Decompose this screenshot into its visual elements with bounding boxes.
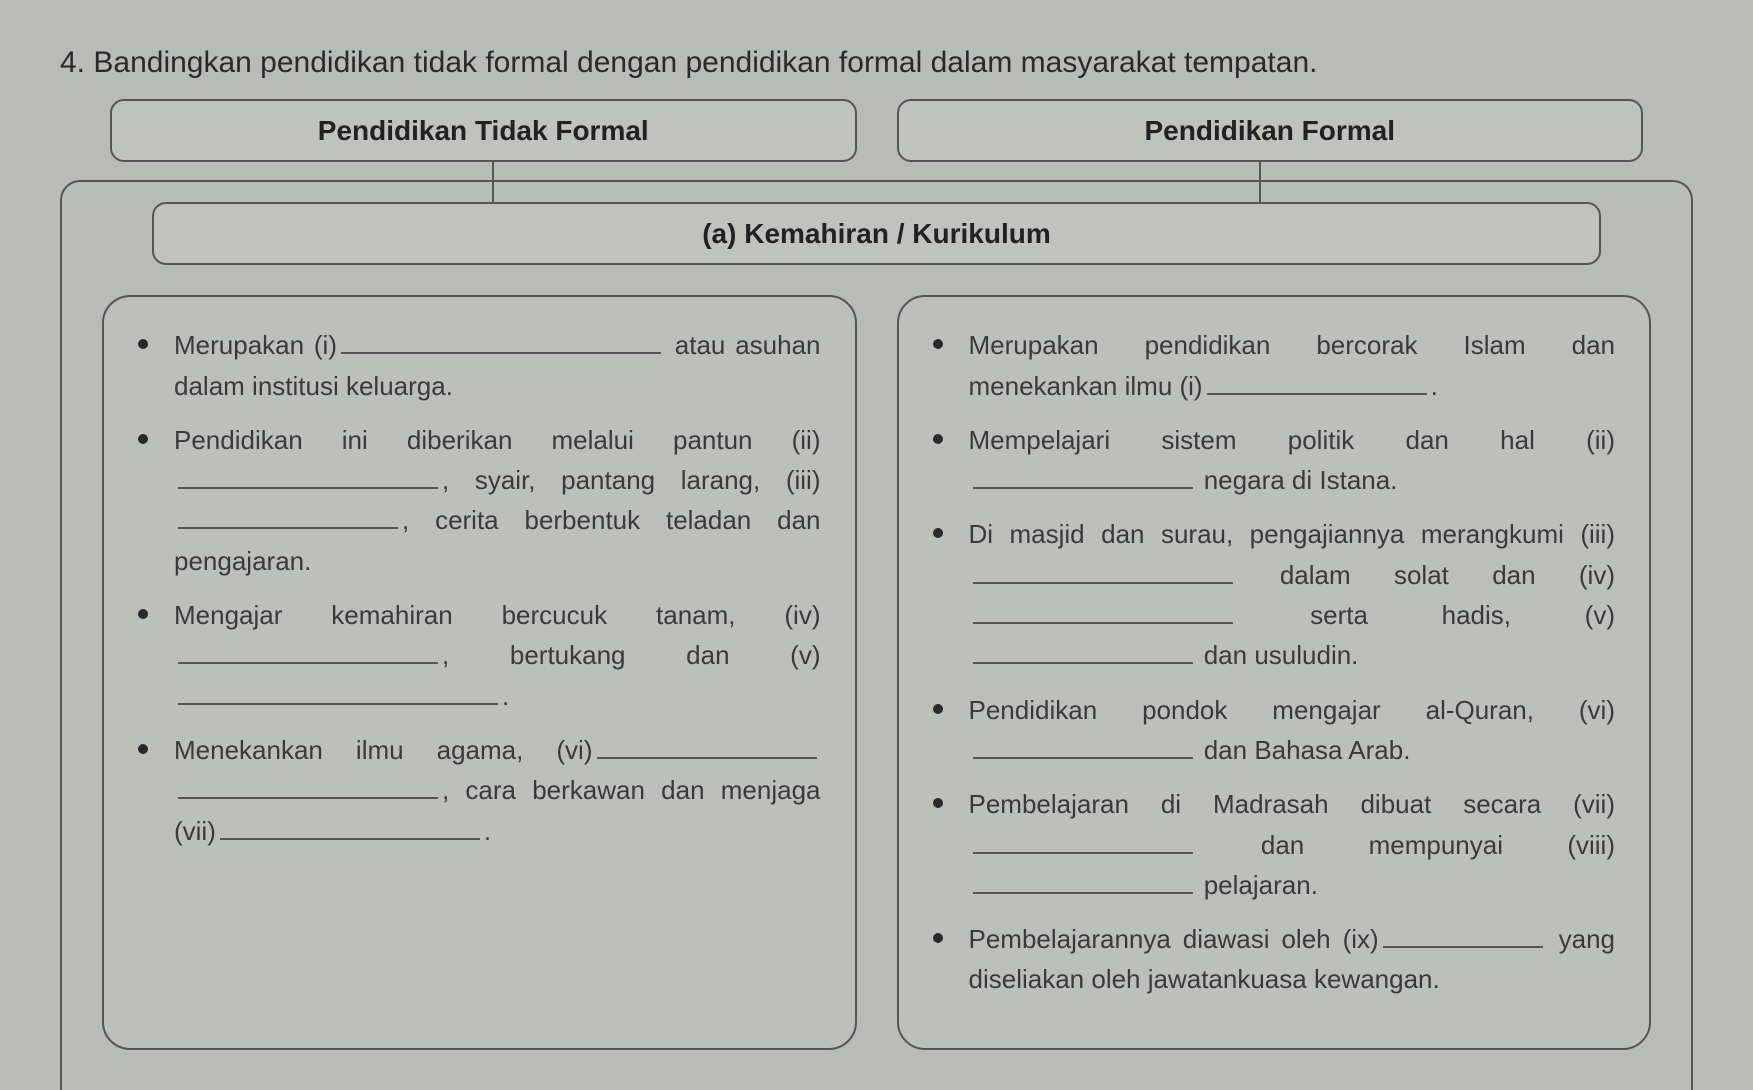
bullet-icon (933, 704, 943, 714)
fill-blank[interactable] (973, 868, 1193, 894)
fill-blank[interactable] (973, 638, 1193, 664)
text-fragment: Pendidikan pondok mengajar al-Quran, (vi… (969, 695, 1616, 725)
text-fragment: dan mempunyai (viii) (1197, 830, 1616, 860)
text-fragment: pelajaran. (1197, 870, 1318, 900)
right-column-title: Pendidikan Formal (897, 99, 1644, 162)
left-column-title: Pendidikan Tidak Formal (110, 99, 857, 162)
section-label: (a) Kemahiran / Kurikulum (152, 202, 1601, 265)
fill-blank[interactable] (178, 773, 438, 799)
text-fragment: . (1431, 371, 1438, 401)
fill-blank[interactable] (973, 598, 1233, 624)
fill-blank[interactable] (973, 733, 1193, 759)
bullet-icon (933, 798, 943, 808)
column-headers: Pendidikan Tidak Formal Pendidikan Forma… (60, 99, 1693, 162)
right-bullet-6: Pembelajarannya diawasi oleh (ix) yang d… (933, 919, 1616, 1000)
left-bullet-2: Pendidikan ini diberikan melalui pantun … (138, 420, 821, 581)
left-bullet-3: Mengajar kemahiran bercucuk tanam, (iv),… (138, 595, 821, 716)
text-fragment: dalam solat dan (iv) (1237, 560, 1616, 590)
text-fragment: Pembelajaran di Madrasah dibuat secara (… (969, 789, 1616, 819)
fill-blank[interactable] (178, 679, 498, 705)
text-fragment: Menekankan ilmu agama, (vi) (174, 735, 593, 765)
text-fragment: . (502, 681, 509, 711)
text-fragment: Mengajar kemahiran bercucuk tanam, (iv) (174, 600, 821, 630)
text-fragment: , syair, pantang larang, (iii) (442, 465, 821, 495)
bullet-icon (138, 434, 148, 444)
fill-blank[interactable] (973, 558, 1233, 584)
comparison-frame: (a) Kemahiran / Kurikulum Merupakan (i) … (60, 180, 1693, 1090)
text-fragment: dan usuludin. (1197, 640, 1359, 670)
text-fragment: negara di Istana. (1197, 465, 1398, 495)
bullet-icon (933, 933, 943, 943)
text-fragment: Pembelajarannya diawasi oleh (ix) (969, 924, 1379, 954)
bullet-icon (138, 609, 148, 619)
text-fragment: dan Bahasa Arab. (1197, 735, 1411, 765)
question-prompt: 4. Bandingkan pendidikan tidak formal de… (60, 40, 1693, 87)
bullet-icon (933, 528, 943, 538)
text-fragment: Di masjid dan surau, pengajiannya merang… (969, 519, 1616, 549)
text-fragment: Mempelajari sistem politik dan hal (ii) (969, 425, 1616, 455)
bullet-icon (933, 434, 943, 444)
left-box: Merupakan (i) atau asuhan dalam institus… (102, 295, 857, 1049)
fill-blank[interactable] (178, 463, 438, 489)
fill-blank[interactable] (1207, 369, 1427, 395)
right-bullet-5: Pembelajaran di Madrasah dibuat secara (… (933, 784, 1616, 905)
fill-blank[interactable] (973, 463, 1193, 489)
fill-blank[interactable] (220, 814, 480, 840)
right-bullet-1: Merupakan pendidikan bercorak Islam dan … (933, 325, 1616, 406)
left-bullet-4: Menekankan ilmu agama, (vi) , cara berka… (138, 730, 821, 851)
fill-blank[interactable] (973, 828, 1193, 854)
right-bullet-4: Pendidikan pondok mengajar al-Quran, (vi… (933, 690, 1616, 771)
right-box: Merupakan pendidikan bercorak Islam dan … (897, 295, 1652, 1049)
left-bullet-1: Merupakan (i) atau asuhan dalam institus… (138, 325, 821, 406)
question-text: Bandingkan pendidikan tidak formal denga… (93, 46, 1317, 79)
fill-blank[interactable] (178, 638, 438, 664)
fill-blank[interactable] (178, 503, 398, 529)
fill-blank[interactable] (341, 328, 661, 354)
text-fragment: Merupakan (i) (174, 330, 337, 360)
fill-blank[interactable] (1383, 922, 1543, 948)
fill-blank[interactable] (597, 733, 817, 759)
text-fragment: serta hadis, (v) (1237, 600, 1616, 630)
bullet-icon (138, 744, 148, 754)
question-number: 4. (60, 46, 85, 79)
right-bullet-2: Mempelajari sistem politik dan hal (ii) … (933, 420, 1616, 501)
right-bullet-3: Di masjid dan surau, pengajiannya merang… (933, 514, 1616, 675)
bullet-icon (138, 339, 148, 349)
bullet-icon (933, 339, 943, 349)
text-fragment: , bertukang dan (v) (442, 640, 821, 670)
text-fragment: . (484, 816, 491, 846)
comparison-columns: Merupakan (i) atau asuhan dalam institus… (102, 295, 1651, 1049)
text-fragment: Pendidikan ini diberikan melalui pantun … (174, 425, 821, 455)
